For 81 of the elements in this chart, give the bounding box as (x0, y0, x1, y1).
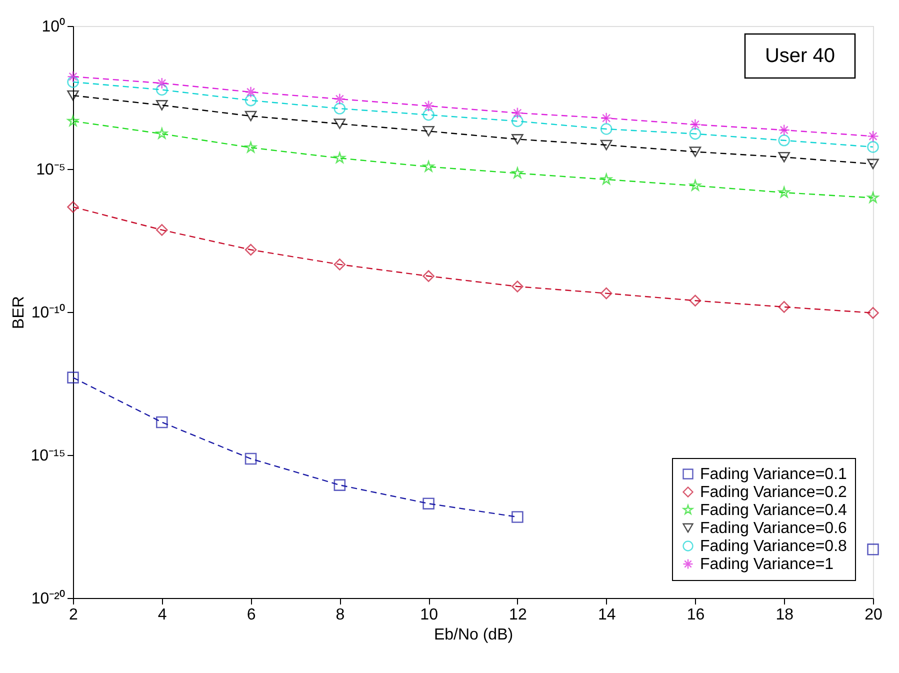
point (778, 134, 790, 146)
y-tick-label: 10⁻²⁰ (31, 590, 66, 608)
x-tick-label: 4 (158, 606, 167, 624)
point (512, 511, 524, 523)
point (156, 416, 168, 428)
point (156, 84, 168, 96)
point (156, 128, 168, 139)
y-tick-label: 10⁻⁵ (36, 162, 66, 178)
point (244, 244, 257, 256)
point (689, 294, 702, 307)
point (778, 152, 790, 162)
point (600, 174, 612, 184)
point (512, 167, 524, 178)
point (422, 270, 434, 282)
x-tick-label: 16 (686, 606, 705, 624)
point (334, 258, 346, 270)
legend-label: Fading Variance=0.4 (700, 502, 848, 519)
point (512, 280, 524, 292)
point (334, 93, 346, 105)
point (867, 192, 879, 203)
point (690, 180, 701, 191)
point (512, 115, 524, 128)
point (422, 126, 434, 136)
x-tick-label: 20 (864, 606, 882, 624)
point (422, 498, 434, 510)
point (67, 90, 79, 101)
y-tick-label: 10⁻¹⁵ (30, 448, 66, 464)
point (867, 130, 879, 142)
point (334, 479, 346, 491)
point (600, 112, 612, 124)
point (245, 142, 256, 152)
point (867, 544, 879, 556)
point (512, 107, 524, 119)
point (67, 76, 79, 88)
point (156, 224, 168, 236)
x-tick-label: 12 (509, 606, 527, 624)
point (867, 307, 879, 319)
y-tick-label: 10⁻¹⁰ (31, 304, 66, 322)
point (334, 102, 346, 114)
y-tick-label: 10⁰ (42, 18, 66, 36)
point (67, 372, 79, 384)
x-tick-label: 2 (69, 606, 78, 624)
x-tick-label: 10 (420, 606, 438, 624)
x-tick-label: 6 (246, 606, 256, 624)
point (778, 301, 790, 313)
x-axis-title: Eb/No (dB) (434, 626, 514, 644)
point (334, 118, 346, 130)
point (422, 109, 434, 121)
point (600, 140, 612, 150)
point (334, 152, 346, 164)
point (244, 86, 257, 98)
point (156, 100, 168, 110)
y-axis-title: BER (10, 296, 28, 329)
legend-label: Fading Variance=0.1 (700, 466, 848, 483)
point (67, 115, 79, 126)
point (778, 124, 790, 136)
legend-label: Fading Variance=0.6 (700, 520, 848, 537)
point (67, 201, 79, 213)
point (156, 77, 168, 90)
legend-label: Fading Variance=0.8 (700, 538, 848, 555)
legend-label: Fading Variance=0.2 (700, 484, 848, 501)
point (600, 287, 612, 300)
point (600, 123, 612, 135)
point (422, 160, 434, 172)
point (67, 70, 79, 83)
x-tick-label: 14 (598, 606, 616, 624)
point (244, 452, 257, 465)
point (867, 141, 879, 153)
point (867, 158, 879, 170)
point (689, 118, 702, 130)
point (778, 186, 790, 198)
point (422, 100, 434, 112)
point (244, 110, 257, 122)
legend-label: Fading Variance=1 (700, 556, 834, 573)
x-tick-label: 18 (776, 606, 794, 624)
point (689, 146, 702, 157)
point (512, 134, 524, 144)
x-tick-label: 8 (336, 606, 345, 624)
annotation: User 40 (764, 45, 836, 67)
point (244, 94, 257, 106)
point (689, 128, 702, 140)
